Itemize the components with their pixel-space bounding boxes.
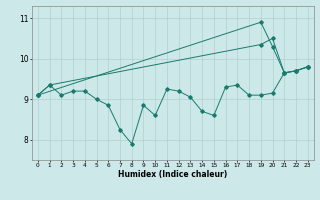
X-axis label: Humidex (Indice chaleur): Humidex (Indice chaleur) — [118, 170, 228, 179]
